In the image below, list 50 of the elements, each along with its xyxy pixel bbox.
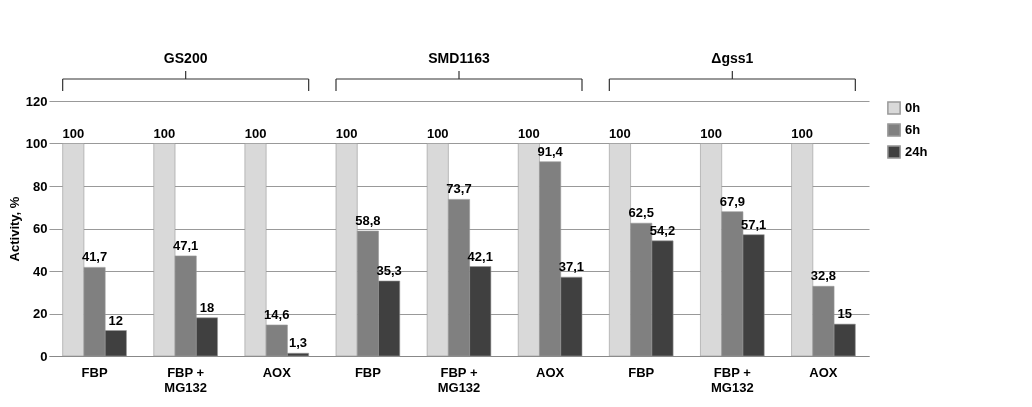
data-label: 100: [153, 125, 176, 141]
data-label: 91,4: [537, 143, 564, 159]
data-label: 15: [837, 306, 852, 322]
y-tick-label: 120: [25, 93, 48, 109]
legend-label: 0h: [905, 100, 921, 115]
data-label: 18: [199, 299, 215, 315]
data-label: 62,5: [628, 205, 654, 221]
data-label: 100: [244, 125, 267, 141]
x-tick-label: FBP: [628, 364, 655, 380]
data-label: 67,9: [719, 193, 745, 209]
data-label: 100: [518, 125, 540, 141]
x-tick-label: FBP + MG132: [437, 364, 481, 395]
data-label: 47,1: [173, 237, 199, 253]
data-label: 100: [335, 125, 358, 141]
legend-label: 6h: [905, 122, 921, 137]
x-tick-label: FBP + MG132: [164, 364, 207, 395]
y-tick-label: 100: [25, 136, 48, 151]
x-tick-label: AOX: [809, 364, 838, 380]
data-label: 14,6: [264, 306, 290, 322]
data-label: 100: [700, 125, 722, 141]
data-label: 100: [609, 125, 631, 141]
y-tick-label: 0: [40, 348, 48, 364]
data-label: 42,1: [467, 248, 493, 264]
x-tick-label: FBP: [354, 364, 382, 380]
y-axis-title: Activity, %: [6, 196, 22, 262]
data-label: 35,3: [376, 262, 402, 278]
data-label: 58,8: [355, 213, 381, 229]
legend-label: 24h: [905, 144, 928, 159]
y-tick-label: 80: [33, 178, 48, 194]
text: SMD1163: [428, 50, 490, 66]
data-label: 100: [791, 125, 814, 141]
x-tick-label: FBP + MG132: [711, 364, 754, 395]
text: GS200: [163, 50, 208, 66]
data-label: 73,7: [446, 181, 472, 197]
data-label: 57,1: [740, 216, 767, 232]
x-tick-label: AOX: [536, 364, 565, 380]
data-label: 54,2: [649, 222, 676, 238]
text: Δgss1: [711, 50, 754, 66]
data-label: 37,1: [558, 259, 585, 275]
data-label: 1,3: [289, 335, 308, 351]
data-label: 41,7: [81, 249, 108, 265]
y-tick-label: 20: [33, 306, 48, 321]
x-tick-label: AOX: [262, 364, 292, 380]
data-label: 100: [426, 125, 449, 141]
y-tick-label: 60: [33, 221, 48, 236]
data-label: 12: [108, 312, 124, 328]
data-label: 32,8: [810, 268, 837, 284]
x-tick-label: FBP: [81, 364, 108, 380]
data-label: 100: [62, 125, 85, 141]
y-tick-label: 40: [33, 263, 48, 279]
